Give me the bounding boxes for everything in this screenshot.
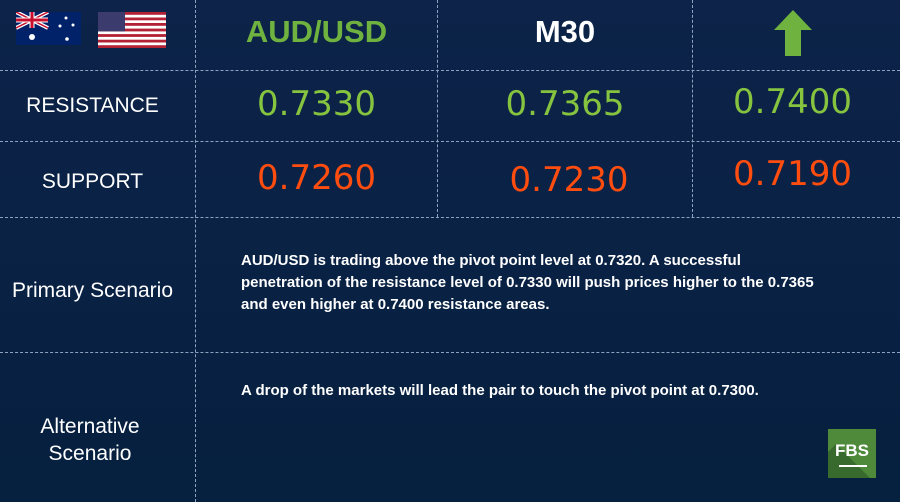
primary-scenario-text: AUD/USD is trading above the pivot point… xyxy=(241,252,814,313)
resistance-label: RESISTANCE xyxy=(26,94,159,117)
divider xyxy=(0,141,900,142)
support-value-3: 0.7190 xyxy=(733,154,852,194)
timeframe: M30 xyxy=(534,14,596,49)
currency-pair: AUD/USD xyxy=(245,14,388,49)
alternative-label-line-1: Alternative xyxy=(40,415,140,438)
divider xyxy=(195,0,196,502)
divider xyxy=(0,352,900,353)
arrow-up-icon xyxy=(774,10,812,56)
support-value-2: 0.7230 xyxy=(509,160,629,200)
divider xyxy=(0,70,900,71)
fbs-logo: FBS xyxy=(828,429,876,478)
usa-flag-icon xyxy=(98,12,166,48)
resistance-value-2: 0.7365 xyxy=(505,84,625,124)
resistance-value-3: 0.7400 xyxy=(733,82,852,122)
support-value-1: 0.7260 xyxy=(257,158,376,198)
divider xyxy=(437,0,438,217)
divider xyxy=(0,217,900,218)
primary-scenario-label: Primary Scenario xyxy=(11,279,174,302)
divider xyxy=(692,0,693,217)
alternative-scenario-label: Alternative Scenario xyxy=(0,415,180,466)
fbs-logo-text: FBS xyxy=(835,441,869,460)
support-label: SUPPORT xyxy=(41,170,144,193)
alternative-label-line-2: Scenario xyxy=(48,442,132,465)
alternative-scenario-text: A drop of the markets will lead the pair… xyxy=(241,382,759,399)
australia-flag-icon xyxy=(16,12,81,45)
resistance-value-1: 0.7330 xyxy=(257,84,376,124)
